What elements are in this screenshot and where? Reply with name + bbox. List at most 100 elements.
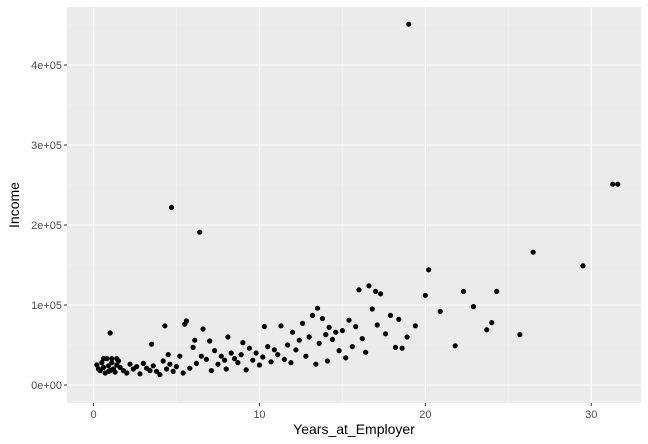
data-point bbox=[615, 181, 621, 187]
data-point bbox=[374, 322, 380, 328]
data-point bbox=[382, 331, 389, 337]
data-point bbox=[265, 344, 271, 350]
data-point bbox=[470, 304, 477, 310]
x-tick-label: 20 bbox=[419, 409, 431, 421]
data-point bbox=[117, 364, 123, 370]
data-point bbox=[107, 330, 113, 336]
data-point bbox=[494, 288, 500, 294]
data-point bbox=[299, 320, 306, 326]
data-point bbox=[127, 361, 133, 367]
data-point bbox=[208, 368, 214, 374]
data-point bbox=[484, 327, 490, 333]
data-point bbox=[314, 305, 321, 311]
data-point bbox=[231, 356, 238, 362]
data-point bbox=[228, 350, 234, 356]
data-point bbox=[349, 344, 355, 350]
data-point bbox=[198, 353, 204, 359]
data-point bbox=[197, 229, 203, 235]
data-point bbox=[150, 363, 156, 369]
data-point bbox=[353, 324, 359, 330]
data-point bbox=[99, 360, 105, 366]
data-point bbox=[313, 361, 319, 367]
data-point bbox=[290, 329, 296, 335]
data-point bbox=[278, 323, 284, 329]
data-point bbox=[183, 318, 190, 324]
data-point bbox=[356, 287, 362, 293]
data-point bbox=[114, 356, 120, 362]
data-point bbox=[406, 21, 412, 27]
data-point bbox=[253, 350, 259, 356]
data-point bbox=[359, 336, 365, 342]
data-point bbox=[157, 372, 163, 378]
y-axis-title: Income bbox=[6, 182, 22, 228]
data-point bbox=[377, 291, 384, 297]
data-point bbox=[275, 352, 281, 358]
data-point bbox=[489, 320, 495, 326]
data-point bbox=[149, 341, 155, 347]
data-points bbox=[94, 21, 621, 378]
data-point bbox=[404, 334, 410, 340]
data-point bbox=[296, 337, 302, 343]
data-point bbox=[517, 332, 523, 338]
data-point bbox=[392, 344, 399, 350]
y-axis-ticks: 0e+00 1e+05 2e+05 3e+05 4e+05 bbox=[31, 60, 67, 392]
data-point bbox=[396, 316, 402, 322]
data-point bbox=[97, 368, 103, 374]
data-point bbox=[387, 312, 394, 318]
data-point bbox=[207, 338, 213, 344]
data-point bbox=[190, 344, 196, 350]
data-point bbox=[460, 288, 467, 294]
data-point bbox=[256, 362, 263, 368]
data-point bbox=[369, 306, 375, 312]
data-point bbox=[246, 345, 253, 351]
data-point bbox=[343, 355, 349, 361]
y-tick-label: 2e+05 bbox=[31, 220, 62, 232]
data-point bbox=[162, 323, 168, 329]
data-point bbox=[309, 312, 316, 318]
data-point bbox=[329, 336, 336, 342]
data-point bbox=[165, 352, 171, 358]
data-point bbox=[112, 369, 118, 375]
y-tick-label: 3e+05 bbox=[31, 140, 62, 152]
data-point bbox=[109, 360, 115, 366]
x-axis-ticks: 0 10 20 30 bbox=[90, 403, 597, 421]
data-point bbox=[170, 368, 176, 374]
x-tick-label: 30 bbox=[585, 409, 597, 421]
plot-panel bbox=[67, 7, 641, 403]
y-tick-label: 4e+05 bbox=[31, 60, 62, 72]
data-point bbox=[346, 317, 352, 323]
x-tick-label: 10 bbox=[253, 409, 265, 421]
data-point bbox=[109, 356, 115, 362]
data-point bbox=[422, 292, 428, 298]
data-point bbox=[281, 356, 287, 362]
data-point bbox=[137, 371, 143, 377]
data-point bbox=[323, 332, 329, 338]
data-point bbox=[306, 334, 312, 340]
data-point bbox=[223, 366, 229, 372]
x-tick-label: 0 bbox=[90, 409, 96, 421]
data-point bbox=[326, 324, 332, 330]
major-gridlines bbox=[67, 7, 641, 403]
data-point bbox=[173, 364, 180, 370]
data-point bbox=[200, 326, 206, 332]
data-point bbox=[363, 349, 369, 355]
data-point bbox=[168, 204, 175, 210]
data-point bbox=[336, 348, 342, 354]
data-point bbox=[366, 283, 372, 289]
data-point bbox=[261, 324, 268, 330]
data-point bbox=[319, 316, 326, 322]
data-point bbox=[100, 364, 107, 370]
data-point bbox=[177, 353, 183, 359]
data-point bbox=[147, 368, 153, 374]
data-point bbox=[293, 347, 299, 353]
data-point bbox=[580, 263, 586, 269]
y-tick-label: 0e+00 bbox=[31, 380, 62, 392]
data-point bbox=[167, 361, 173, 367]
data-point bbox=[193, 360, 199, 366]
data-point bbox=[153, 368, 160, 374]
data-point bbox=[399, 345, 405, 351]
data-point bbox=[192, 337, 198, 343]
data-point bbox=[222, 357, 228, 363]
data-point bbox=[333, 329, 339, 335]
